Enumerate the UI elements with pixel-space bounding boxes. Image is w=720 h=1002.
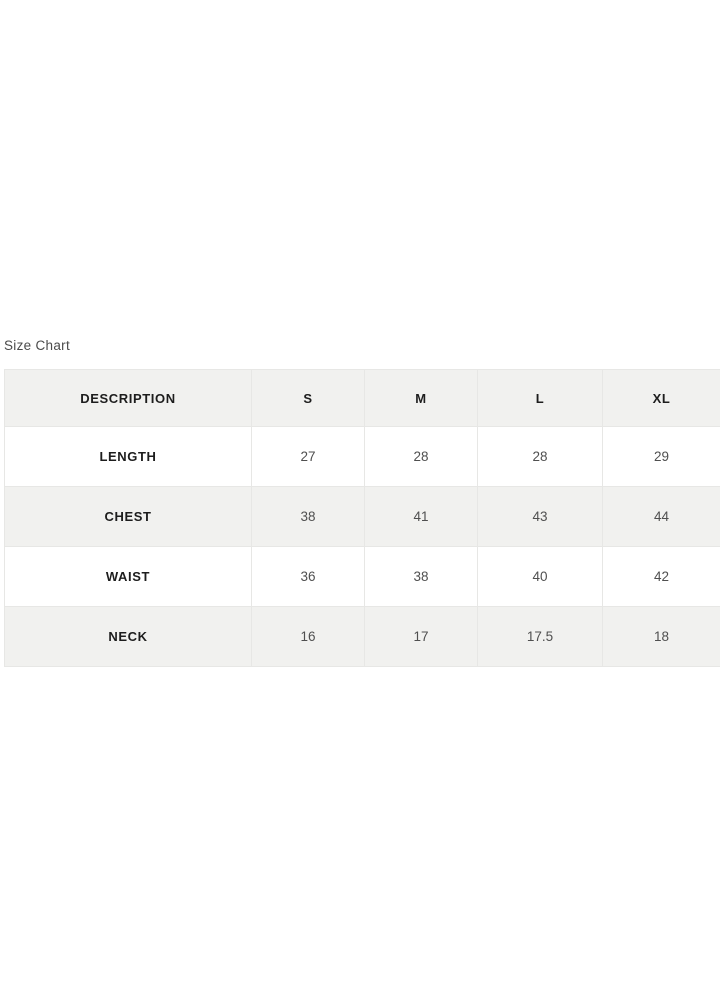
table-row-chest: CHEST 38 41 43 44 (4, 486, 720, 547)
waist-s: 36 (251, 546, 365, 607)
table-row-waist: WAIST 36 38 40 42 (4, 546, 720, 607)
header-cell-xl: XL (602, 369, 720, 427)
size-chart-section-label: Size Chart (4, 338, 71, 353)
chest-xl: 44 (602, 486, 720, 547)
header-cell-l: L (477, 369, 603, 427)
chest-s: 38 (251, 486, 365, 547)
header-cell-description: DESCRIPTION (4, 369, 252, 427)
header-cell-s: S (251, 369, 365, 427)
waist-l: 40 (477, 546, 603, 607)
neck-l: 17.5 (477, 606, 603, 667)
size-chart-body: LENGTH 27 28 28 29 CHEST 38 41 43 44 WAI… (4, 426, 720, 667)
length-m: 28 (364, 426, 478, 487)
length-xl: 29 (602, 426, 720, 487)
size-chart-header: DESCRIPTION S M L XL (4, 369, 720, 427)
row-label-neck: NECK (4, 606, 252, 667)
row-label-chest: CHEST (4, 486, 252, 547)
waist-xl: 42 (602, 546, 720, 607)
neck-s: 16 (251, 606, 365, 667)
chest-m: 41 (364, 486, 478, 547)
header-cell-m: M (364, 369, 478, 427)
neck-xl: 18 (602, 606, 720, 667)
header-row: DESCRIPTION S M L XL (4, 369, 720, 427)
length-s: 27 (251, 426, 365, 487)
row-label-waist: WAIST (4, 546, 252, 607)
chest-l: 43 (477, 486, 603, 547)
waist-m: 38 (364, 546, 478, 607)
neck-m: 17 (364, 606, 478, 667)
table-row-neck: NECK 16 17 17.5 18 (4, 606, 720, 667)
table-row-length: LENGTH 27 28 28 29 (4, 426, 720, 487)
length-l: 28 (477, 426, 603, 487)
row-label-length: LENGTH (4, 426, 252, 487)
size-chart-table: DESCRIPTION S M L XL LENGTH 27 28 28 29 … (4, 369, 720, 667)
